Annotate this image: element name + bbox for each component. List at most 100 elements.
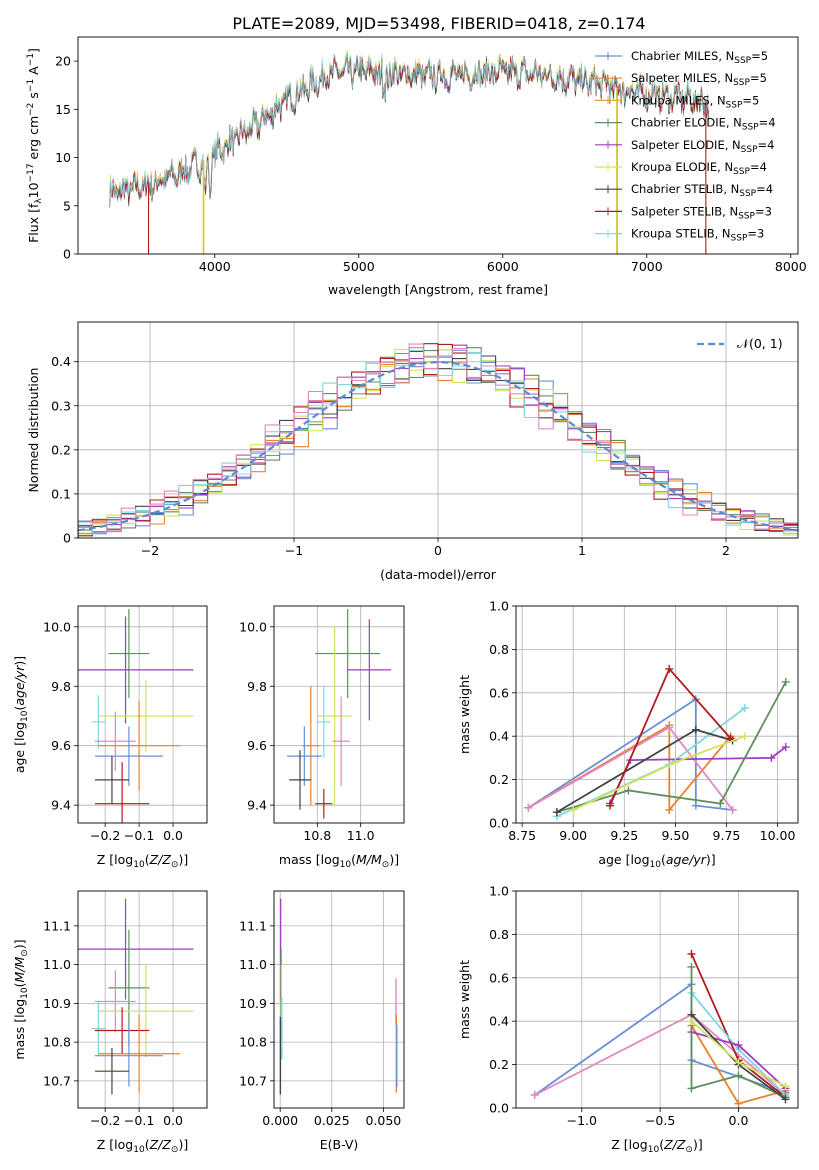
plot-area — [530, 949, 790, 1108]
y-tick-label: 0 — [63, 531, 71, 546]
x-tick-label: 9.25 — [610, 828, 638, 843]
x-tick-label: 6000 — [487, 259, 519, 274]
x-tick-label: 1 — [578, 543, 586, 558]
x-tick-label: 5000 — [343, 259, 375, 274]
weight-point — [740, 732, 749, 741]
age-vs-mass-chart: 10.8 11.0 9.4 9.6 9.8 10.0 mass [log10(M/M⊙)] — [239, 605, 405, 870]
y-tick-label: 0.1 — [51, 486, 71, 501]
legend-label: Kroupa STELIB, NSSP=3 — [631, 227, 764, 244]
legend-label: Kroupa MILES, NSSP=5 — [631, 93, 759, 110]
plot-area — [78, 343, 798, 538]
y-tick-label: 0.0 — [489, 816, 509, 831]
grid — [516, 890, 798, 1109]
x-tick-label: 0.0 — [163, 1113, 183, 1128]
weight-point — [671, 758, 680, 767]
y-tick-label: 9.8 — [247, 679, 267, 694]
x-axis-label: wavelength [Angstrom, rest frame] — [328, 282, 548, 297]
x-tick-label: 9.50 — [661, 828, 689, 843]
y-tick-label: 10.0 — [43, 619, 71, 634]
weight-point — [606, 801, 614, 810]
x-tick-label: 0.0 — [729, 1113, 749, 1128]
x-tick-label: 0.0 — [163, 828, 183, 843]
x-tick-label: −0.2 — [90, 1113, 120, 1128]
weight-point — [665, 805, 674, 814]
legend-label: Salpeter MILES, NSSP=5 — [631, 71, 767, 88]
weight-point — [691, 801, 700, 810]
y-tick-label: 10.9 — [43, 996, 71, 1011]
x-tick-label: 0.050 — [365, 1113, 401, 1128]
y-tick-label: 11.0 — [239, 957, 267, 972]
y-axis-label: mass [log10(M/M⊙)] — [12, 939, 30, 1059]
spectrum-chart: 4000 5000 6000 7000 8000 0 5 10 15 20 wavelength [… — [26, 36, 807, 297]
y-tick-label: 0.2 — [51, 442, 71, 457]
y-tick-label: 9.4 — [247, 798, 267, 813]
y-tick-label: 11.1 — [239, 918, 267, 933]
axes-frame — [77, 605, 208, 824]
y-tick-label: 20 — [55, 54, 71, 69]
y-tick-label: 0.4 — [489, 729, 509, 744]
x-tick-label: −1.0 — [567, 1113, 597, 1128]
plot-area — [109, 50, 709, 254]
y-axis-label: Normed distribution — [26, 368, 41, 493]
weight-point — [781, 743, 790, 752]
grid — [78, 606, 207, 823]
legend-label: 𝒩(0, 1) — [737, 336, 783, 351]
x-tick-label: 0.025 — [314, 1113, 350, 1128]
axes-frame — [273, 890, 405, 1109]
y-tick-label: 11.1 — [43, 918, 71, 933]
y-tick-label: 10.7 — [43, 1073, 71, 1088]
plot-area — [78, 608, 194, 823]
legend-label: Chabrier STELIB, NSSP=4 — [631, 182, 773, 199]
weight-point — [716, 799, 725, 808]
figure-title: PLATE=2089, MJD=53498, FIBERID=0418, z=0… — [232, 14, 645, 33]
x-tick-label: −0.2 — [90, 828, 120, 843]
x-axis-label: E(B-V) — [320, 1137, 359, 1152]
y-tick-label: 0.3 — [51, 398, 71, 413]
y-tick-label: 0.2 — [489, 1057, 509, 1072]
y-tick-label: 0.8 — [489, 642, 509, 657]
x-tick-label: 10.00 — [760, 828, 796, 843]
x-tick-label: 0.000 — [262, 1113, 298, 1128]
plot-area — [279, 898, 398, 1095]
spectrum-series-line — [109, 52, 709, 205]
x-axis-label: mass [log10(M/M⊙)] — [279, 852, 399, 870]
y-tick-label: 9.6 — [247, 738, 267, 753]
weight-point — [687, 1017, 696, 1026]
age-vs-metallicity-chart: −0.2 −0.1 0.0 9.4 9.6 9.8 10.0 Z [log10(Z/Z⊙)] a… — [12, 605, 208, 870]
y-tick-label: 0.6 — [489, 685, 509, 700]
plot-area — [524, 664, 790, 821]
x-axis-label: age [log10(age/yr)] — [598, 852, 715, 870]
weight-point — [665, 723, 674, 732]
x-tick-label: 0 — [434, 543, 442, 558]
y-tick-label: 11.0 — [43, 957, 71, 972]
y-tick-label: 10.7 — [239, 1073, 267, 1088]
weight-series-line — [527, 697, 733, 811]
weight-point — [734, 1071, 743, 1080]
legend-label: Chabrier MILES, NSSP=5 — [631, 49, 768, 66]
weight-point — [691, 725, 700, 734]
y-axis-label: mass weight — [457, 675, 472, 754]
axes-frame — [77, 36, 799, 255]
weight-point — [552, 808, 561, 817]
y-tick-label: 5 — [63, 198, 71, 213]
y-tick-label: 9.6 — [51, 738, 71, 753]
x-axis-label: (data-model)/error — [380, 567, 497, 582]
weight-point — [740, 703, 749, 712]
grid — [78, 891, 207, 1108]
weight-point — [734, 1058, 743, 1067]
weight-point — [530, 1090, 539, 1099]
y-axis-label: mass weight — [457, 960, 472, 1039]
y-tick-label: 10.8 — [43, 1035, 71, 1050]
grid — [274, 606, 404, 823]
y-tick-label: 0.0 — [489, 1101, 509, 1116]
legend-label: Salpeter ELODIE, NSSP=4 — [631, 138, 774, 155]
legend-label: Chabrier ELODIE, NSSP=4 — [631, 116, 776, 133]
axes-frame — [77, 890, 208, 1109]
y-tick-label: 9.4 — [51, 798, 71, 813]
mass-vs-metallicity-chart: −0.2 −0.1 0.0 10.7 10.8 10.9 11.0 11.1 Z [log10(… — [12, 890, 208, 1155]
axes-frame — [515, 605, 799, 824]
x-tick-label: 2 — [722, 543, 730, 558]
x-tick-label: 11.0 — [347, 828, 375, 843]
axes-frame — [515, 890, 799, 1109]
y-tick-label: 0 — [63, 247, 71, 262]
